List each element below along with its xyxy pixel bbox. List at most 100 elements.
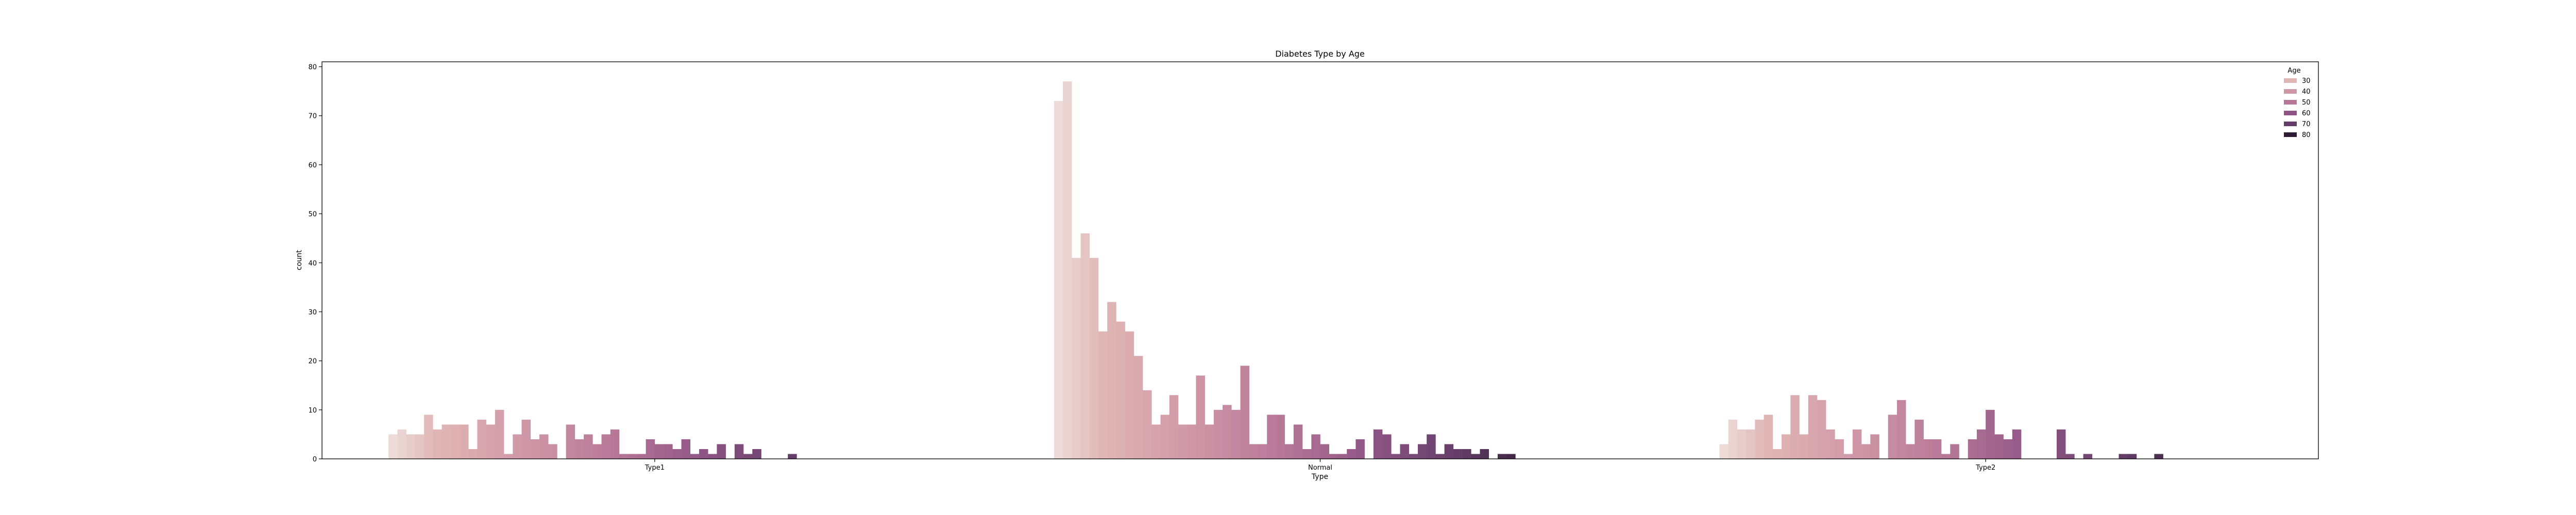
bar-type1-29 — [637, 454, 646, 459]
bar-type2-30 — [1976, 429, 1986, 459]
bar-type2-27 — [1950, 444, 1959, 459]
bar-type1-42 — [752, 449, 761, 459]
bar-normal-15 — [1178, 424, 1188, 459]
y-tick-label: 10 — [308, 407, 317, 415]
x-axis: Type1 Normal Type2 — [645, 459, 1995, 472]
bar-type1-24 — [592, 444, 602, 459]
bar-normal-10 — [1133, 356, 1143, 459]
bar-type2-46 — [2119, 454, 2128, 459]
bar-normal-27 — [1284, 444, 1294, 459]
bar-type1-27 — [619, 454, 629, 459]
bar-normal-42 — [1417, 444, 1427, 459]
y-tick-label: 30 — [308, 308, 317, 316]
legend-label-60: 60 — [2302, 110, 2311, 117]
bar-normal-39 — [1391, 454, 1400, 459]
y-tick-label: 70 — [308, 113, 317, 121]
legend-swatch-40 — [2284, 89, 2297, 94]
bar-type2-5 — [1755, 419, 1764, 459]
bar-type2-33 — [2003, 439, 2013, 459]
bar-type1-34 — [681, 439, 691, 459]
bar-normal-22 — [1240, 366, 1250, 459]
bar-type1-4 — [415, 434, 425, 459]
bar-type2-31 — [1986, 409, 1995, 459]
bar-normal-40 — [1400, 444, 1410, 459]
bar-type1-26 — [610, 429, 620, 459]
bar-type1-25 — [601, 434, 611, 459]
bar-type2-42 — [2083, 454, 2093, 459]
y-tick-label: 40 — [308, 260, 317, 267]
bar-normal-29 — [1302, 449, 1312, 459]
bar-type2-21 — [1896, 400, 1906, 459]
bar-normal-5 — [1089, 258, 1099, 459]
bar-normal-23 — [1249, 444, 1259, 459]
bar-normal-38 — [1382, 434, 1392, 459]
bar-normal-48 — [1471, 454, 1480, 459]
y-tick-label: 50 — [308, 211, 317, 218]
bar-type1-23 — [584, 434, 593, 459]
bar-type2-13 — [1826, 429, 1835, 459]
bar-normal-32 — [1329, 454, 1338, 459]
bar-type2-23 — [1914, 419, 1924, 459]
bar-type2-17 — [1861, 444, 1871, 459]
bar-type1-19 — [548, 444, 557, 459]
legend-swatch-80 — [2284, 132, 2297, 137]
bar-type2-22 — [1906, 444, 1915, 459]
bar-normal-16 — [1187, 424, 1196, 459]
bar-type1-28 — [628, 454, 637, 459]
legend-label-50: 50 — [2302, 99, 2311, 107]
bar-type1-12 — [486, 424, 496, 459]
bar-type2-2 — [1728, 419, 1738, 459]
legend-swatch-30 — [2284, 78, 2297, 83]
bar-normal-9 — [1125, 331, 1134, 459]
bar-normal-21 — [1231, 409, 1241, 459]
bar-normal-2 — [1063, 81, 1072, 459]
y-axis-label: count — [295, 250, 303, 270]
bar-normal-41 — [1409, 454, 1418, 459]
bar-type1-17 — [530, 439, 540, 459]
plot-frame — [321, 61, 2319, 459]
bar-normal-1 — [1054, 101, 1063, 459]
bar-type1-5 — [424, 415, 433, 459]
x-tick-label-type2: Type2 — [1975, 464, 1995, 472]
x-tick-label-type1: Type1 — [645, 464, 665, 472]
bar-type1-31 — [654, 444, 664, 459]
bar-normal-6 — [1098, 331, 1108, 459]
bar-type2-24 — [1923, 439, 1933, 459]
bar-type1-37 — [708, 454, 717, 459]
bar-normal-51 — [1497, 454, 1507, 459]
bar-type2-9 — [1790, 395, 1800, 459]
chart-title: Diabetes Type by Age — [1275, 49, 1365, 59]
bar-normal-52 — [1506, 454, 1516, 459]
y-axis: 0 10 20 30 40 50 60 70 80 — [308, 64, 322, 464]
bar-normal-33 — [1337, 454, 1347, 459]
bar-type2-4 — [1746, 429, 1755, 459]
x-axis-label: Type — [1311, 473, 1328, 481]
bar-type2-34 — [2012, 429, 2022, 459]
legend-label-40: 40 — [2302, 88, 2311, 96]
bar-type2-40 — [2065, 454, 2075, 459]
bar-normal-4 — [1080, 233, 1090, 459]
bar-type2-10 — [1799, 434, 1809, 459]
bar-type2-50 — [2154, 454, 2163, 459]
bar-normal-13 — [1160, 415, 1170, 459]
bar-normal-46 — [1453, 449, 1463, 459]
bar-normal-14 — [1169, 395, 1179, 459]
bar-normal-31 — [1320, 444, 1330, 459]
bar-type2-39 — [2056, 429, 2066, 459]
bar-type1-22 — [574, 439, 584, 459]
bar-type1-8 — [450, 424, 460, 459]
bar-normal-18 — [1205, 424, 1214, 459]
legend-title: Age — [2287, 67, 2300, 75]
bar-type1-41 — [743, 454, 753, 459]
bar-normal-25 — [1267, 415, 1276, 459]
bar-type1-21 — [566, 424, 575, 459]
legend: Age 30 40 50 60 70 80 — [2284, 67, 2311, 139]
bar-type2-20 — [1888, 415, 1897, 459]
bar-normal-17 — [1196, 375, 1205, 459]
bar-type1-11 — [477, 419, 486, 459]
y-tick-label: 20 — [308, 358, 317, 366]
bar-type2-32 — [1994, 434, 2004, 459]
bar-type1-3 — [406, 434, 416, 459]
bars-layer — [388, 81, 2163, 459]
bar-normal-44 — [1435, 454, 1445, 459]
